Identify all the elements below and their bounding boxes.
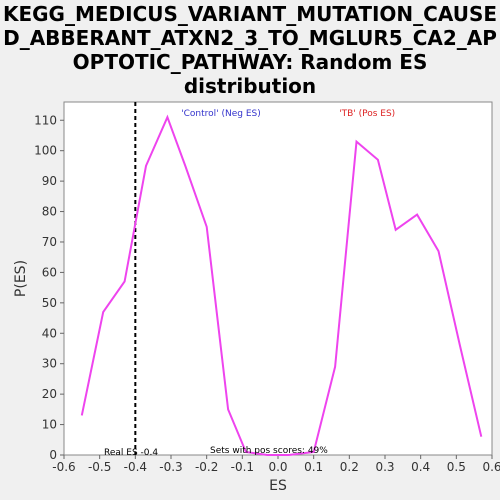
y-tick-label: 70 [42,235,57,249]
x-tick-label: -0.4 [124,460,147,474]
x-tick-label: -0.5 [88,460,111,474]
x-tick-label: 0.3 [375,460,394,474]
y-tick-label: 90 [42,174,57,188]
plot-area [63,101,493,456]
x-tick-label: 0.5 [447,460,466,474]
y-tick-label: 30 [42,357,57,371]
x-tick-label: 0.1 [304,460,323,474]
y-tick-label: 20 [42,387,57,401]
x-tick-label: -0.6 [52,460,75,474]
y-tick-label: 50 [42,296,57,310]
title-line: OPTOTIC_PATHWAY: Random ES [73,50,428,74]
series-line [80,114,483,456]
y-tick-label: 110 [34,113,57,127]
x-tick-label: 0.4 [411,460,430,474]
pos-scores-label: Sets with pos scores: 49% [210,446,328,456]
x-tick-label: -0.3 [159,460,182,474]
title-line: D_ABBERANT_ATXN2_3_TO_MGLUR5_CA2_AP [3,26,497,50]
y-axis-label: P(ES) [13,260,29,297]
y-axis: 0 10 20 30 40 50 60 70 80 90 100 110 [34,113,64,462]
y-tick-label: 100 [34,144,57,158]
annotations: 'Control' (Neg ES) 'TB' (Pos ES) Real ES… [104,109,395,458]
title-line: distribution [184,74,316,98]
x-tick-label: -0.2 [195,460,218,474]
x-tick-label: 0.0 [268,460,287,474]
real-es-label: Real ES -0.4 [104,448,158,458]
title-line: KEGG_MEDICUS_VARIANT_MUTATION_CAUSE [3,2,497,26]
x-axis: -0.6 -0.5 -0.4 -0.3 -0.2 -0.1 0.0 0.1 0.2 0.3 0.4 0… [52,455,500,474]
y-tick-label: 80 [42,205,57,219]
x-tick-label: 0.2 [340,460,359,474]
y-tick-label: 10 [42,418,57,432]
y-tick-label: 40 [42,326,57,340]
neg-es-label: 'Control' (Neg ES) [181,109,261,119]
x-axis-label: ES [269,478,287,494]
y-tick-label: 60 [42,265,57,279]
y-tick-label: 0 [49,448,57,462]
chart-title: KEGG_MEDICUS_VARIANT_MUTATION_CAUSED_ABB… [3,2,497,98]
pos-es-label: 'TB' (Pos ES) [339,109,395,119]
x-tick-label: -0.1 [231,460,254,474]
x-tick-label: 0.6 [482,460,500,474]
